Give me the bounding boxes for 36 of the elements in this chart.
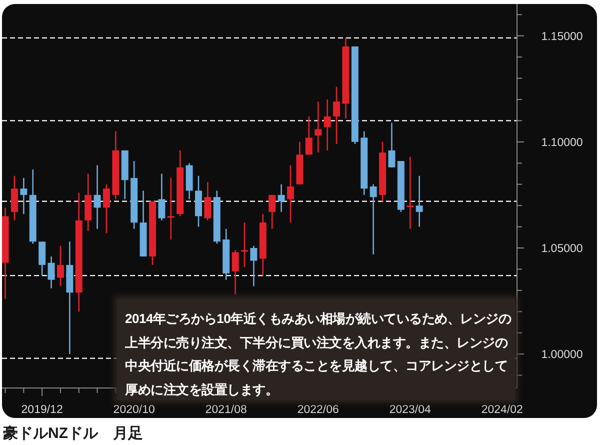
candlestick <box>305 116 312 156</box>
candlestick <box>406 156 414 230</box>
candlestick <box>20 177 28 215</box>
candlestick <box>314 100 322 154</box>
candlestick <box>268 194 276 230</box>
y-tick-label: 1.15000 <box>541 30 583 43</box>
candlestick <box>94 164 101 230</box>
candlestick <box>287 164 294 224</box>
candlestick <box>204 182 212 222</box>
x-tick-label: 2019/12 <box>21 404 63 416</box>
candlestick <box>56 245 64 287</box>
candlestick <box>324 98 331 152</box>
candlestick <box>278 184 285 213</box>
x-tick-label: 2023/04 <box>389 404 432 416</box>
x-tick-label: 2022/06 <box>297 404 339 416</box>
x-tick-label: 2020/10 <box>113 404 155 416</box>
candlestick <box>167 177 174 240</box>
y-tick-label: 1.00000 <box>541 349 583 362</box>
candlestick <box>388 122 396 168</box>
text: 豪ドルNZドル 月足 <box>2 425 143 442</box>
candlestick <box>416 175 423 228</box>
candlestick <box>241 222 248 268</box>
candlestick <box>38 240 46 276</box>
annotation: 2014年ごろから10年近くもみあい相場が続いているため、レンジの上半分に売り注文、下半分に買い注文を入れます。また、レンジの中央付近に価格が長く滞在することを見越して、コアレンジとして厚めに注文を設置します。 <box>117 299 515 400</box>
candlestick <box>370 184 377 255</box>
candlestick <box>48 256 55 289</box>
candlestick <box>333 86 340 145</box>
y-tick-label: 1.05000 <box>541 242 583 255</box>
candlestick <box>158 173 166 222</box>
candlestick <box>232 249 239 296</box>
candlestick <box>102 184 110 234</box>
x-tick-label: 2021/08 <box>205 404 247 416</box>
candlestick <box>250 245 258 287</box>
candlestick <box>10 175 18 222</box>
y-tick-label: 1.10000 <box>541 136 583 149</box>
x-tick-label: 2024/02 <box>481 404 523 416</box>
